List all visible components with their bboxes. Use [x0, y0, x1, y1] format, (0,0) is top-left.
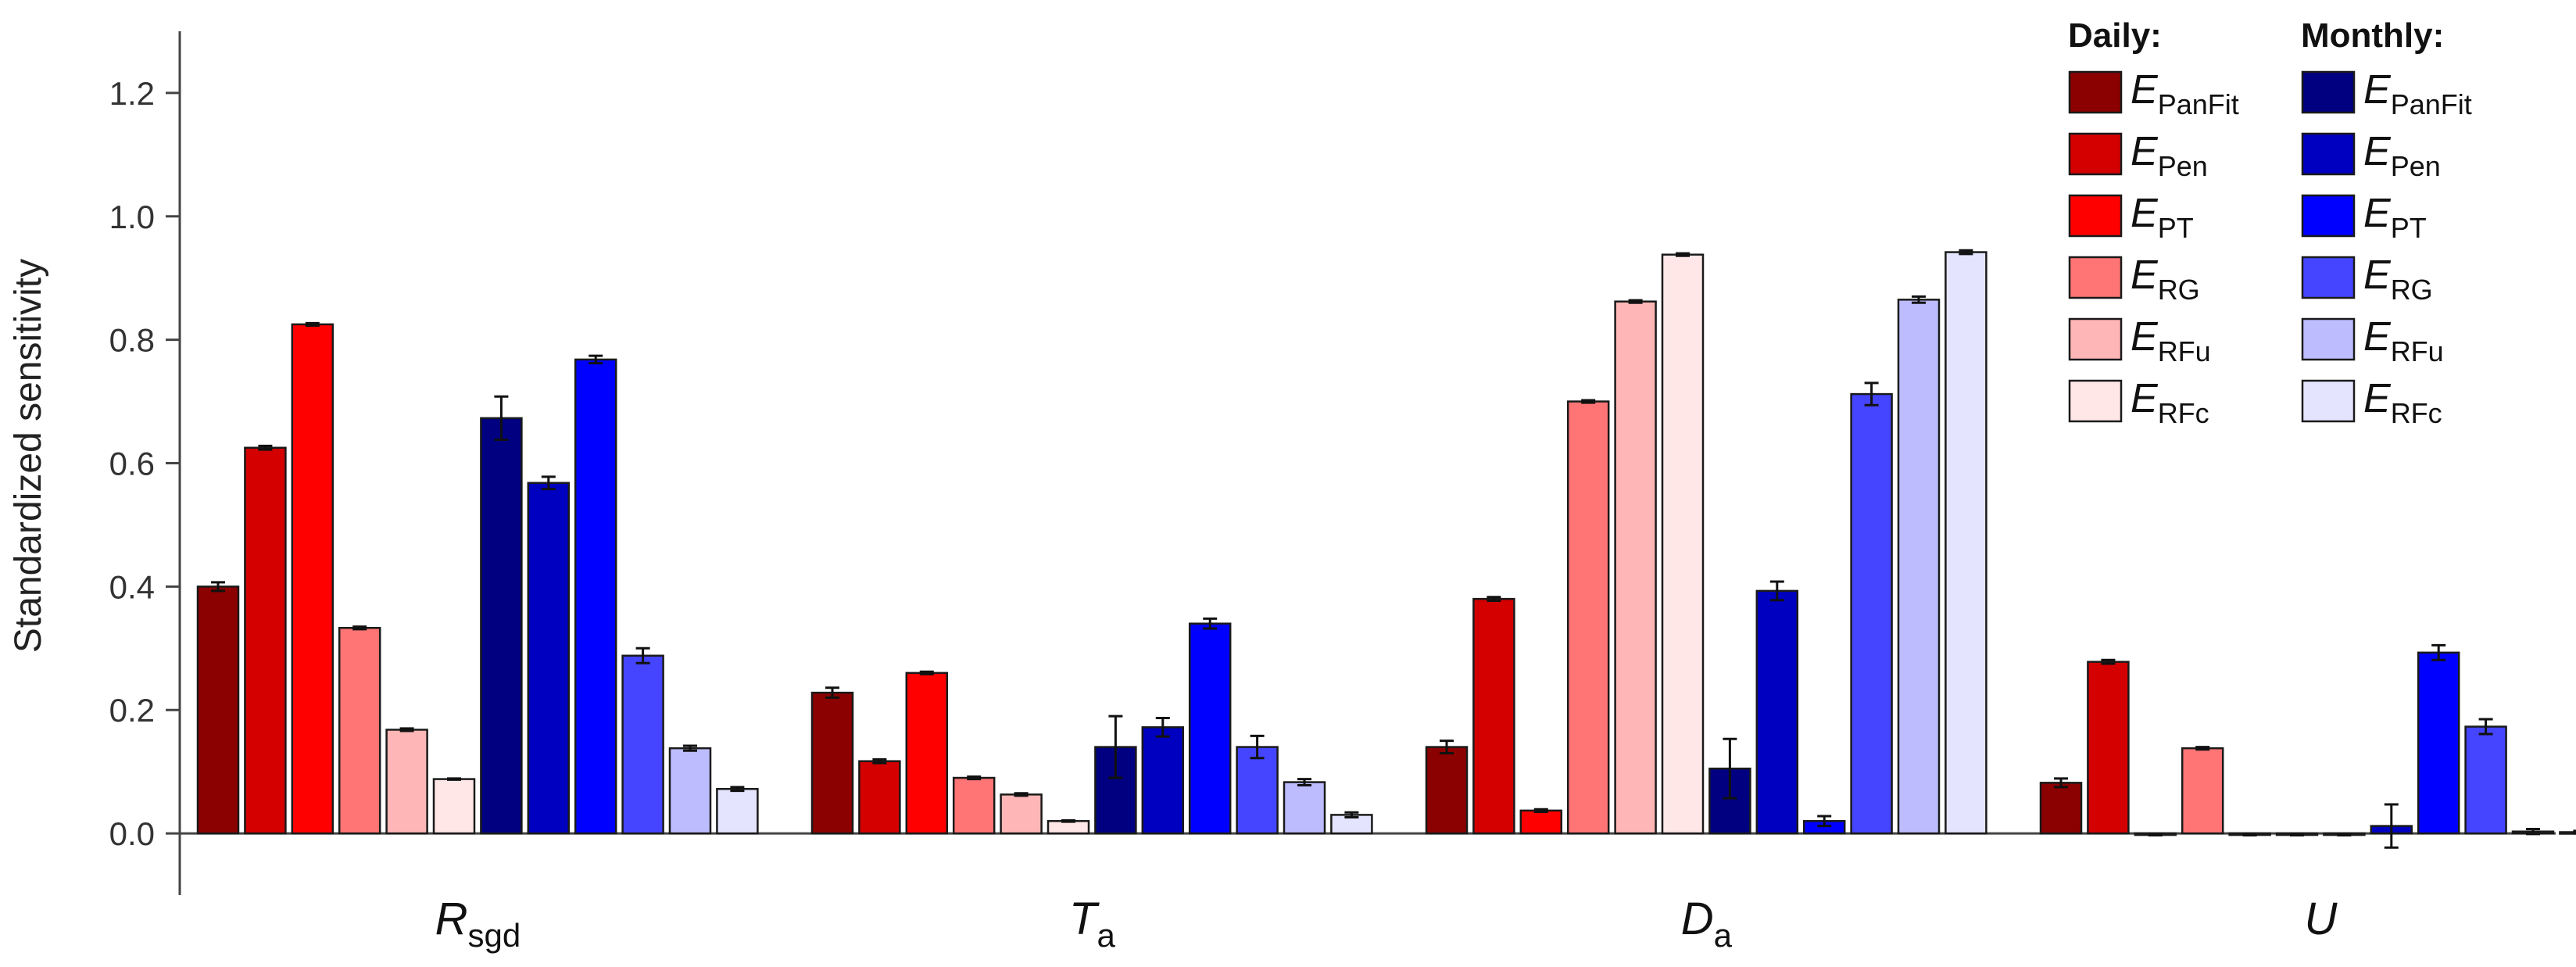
x-category-label: U — [2304, 894, 2338, 944]
bar — [527, 482, 571, 835]
bar — [1897, 299, 1941, 835]
legend-label: ERFc — [2131, 376, 2209, 429]
bar — [2464, 725, 2507, 835]
legend-label: ERG — [2363, 252, 2433, 306]
bar — [810, 691, 854, 835]
bar — [858, 760, 901, 835]
bar — [621, 654, 664, 835]
bar — [1472, 597, 1515, 835]
legend-label: EPT — [2363, 191, 2427, 244]
legend-label: ERFu — [2131, 314, 2211, 367]
bar — [1755, 589, 1799, 835]
legend-label: ERFc — [2363, 376, 2442, 429]
legend-heading: Daily: — [2068, 16, 2162, 55]
bar — [668, 747, 712, 835]
legend-label: EPT — [2131, 191, 2194, 244]
bar — [716, 787, 759, 835]
bar — [1850, 392, 1893, 835]
bar — [1046, 820, 1090, 835]
legend-label: EPanFit — [2363, 67, 2472, 120]
bar — [1283, 781, 1326, 835]
legend-label: EPanFit — [2131, 67, 2239, 120]
bar — [1425, 746, 1469, 835]
y-tick-label: 1.0 — [109, 199, 155, 235]
bar — [1188, 622, 1232, 835]
bar — [338, 626, 381, 835]
legend-swatch — [2301, 132, 2356, 176]
legend-swatch — [2068, 379, 2123, 423]
bar — [385, 729, 428, 835]
x-category-label: Ta — [1069, 894, 1115, 954]
legend-swatch — [2068, 132, 2123, 176]
bar — [1566, 400, 1610, 835]
y-tick-label: 0.8 — [109, 322, 155, 359]
legend-swatch — [2301, 379, 2356, 423]
legend-swatch — [2301, 317, 2356, 361]
bar — [432, 778, 476, 835]
y-tick-label: 0.0 — [109, 815, 155, 852]
bar — [1236, 746, 1279, 835]
bar — [905, 672, 949, 835]
bar — [2417, 651, 2460, 835]
bar — [480, 417, 523, 835]
bar — [1661, 253, 1705, 835]
bar — [2039, 782, 2083, 835]
y-axis-title: Standardized sensitivity — [8, 259, 49, 653]
legend-label: ERG — [2131, 252, 2200, 306]
bar — [952, 776, 996, 835]
legend-label: EPen — [2363, 129, 2441, 182]
legend-swatch — [2068, 317, 2123, 361]
bar — [1141, 726, 1185, 835]
bar — [1945, 251, 1987, 835]
legend-label: EPen — [2131, 129, 2208, 182]
legend-swatch — [2301, 194, 2356, 238]
x-category-label: Rsgd — [435, 894, 521, 954]
bar — [574, 358, 617, 835]
bar — [1519, 809, 1563, 835]
legend-swatch — [2068, 194, 2123, 238]
bar — [2087, 661, 2130, 835]
y-tick-label: 0.6 — [109, 446, 155, 482]
x-category-label: Da — [1681, 894, 1733, 954]
bar — [244, 446, 287, 835]
legend-swatch — [2301, 256, 2356, 299]
bar — [196, 586, 240, 835]
legend-label: ERFu — [2363, 314, 2444, 367]
legend-swatch — [2301, 70, 2356, 114]
y-tick-label: 1.2 — [109, 75, 155, 112]
chart-legend: Daily: EPanFit EPen EPT ERG ERFu ERFc Monthly: E… — [2068, 16, 2472, 429]
bar — [291, 323, 335, 835]
legend-heading: Monthly: — [2301, 16, 2444, 55]
bar — [1614, 300, 1657, 835]
legend-swatch — [2068, 256, 2123, 299]
y-tick-label: 0.4 — [109, 568, 155, 605]
legend-swatch — [2068, 70, 2123, 114]
bar — [2181, 747, 2224, 835]
bar — [2559, 831, 2576, 835]
chart-bars — [196, 249, 2576, 849]
bar — [1000, 793, 1043, 835]
y-tick-label: 0.2 — [109, 692, 155, 729]
x-category-labels: Rsgd Ta Da U — [435, 894, 2338, 954]
